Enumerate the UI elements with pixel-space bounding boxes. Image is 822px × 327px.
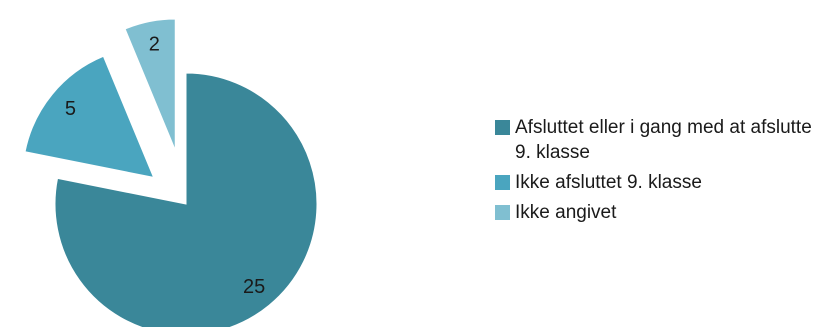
legend-swatch-not-stated [495,205,510,220]
pie-slice-completed [54,72,318,327]
pie-slice-not-stated [124,18,176,151]
legend-item-completed: Afsluttet eller i gang med at afslutte 9… [495,115,820,165]
data-label-not-stated: 2 [149,34,160,56]
legend-swatch-not-completed [495,175,510,190]
legend-label-not-stated: Ikke angivet [515,202,617,223]
legend-item-not-stated: Ikke angivet [495,200,820,225]
pie-plot: 25 5 2 [24,18,318,327]
legend-label-completed: Afsluttet eller i gang med at afslutte 9… [515,117,812,163]
data-label-completed: 25 [243,276,265,298]
legend-swatch-completed [495,120,510,135]
pie-slice-not-completed [24,55,155,179]
data-label-not-completed: 5 [65,98,76,120]
legend-label-not-completed: Ikke afsluttet 9. klasse [515,172,702,193]
legend-item-not-completed: Ikke afsluttet 9. klasse [495,170,820,195]
legend: Afsluttet eller i gang med at afslutte 9… [495,115,820,230]
